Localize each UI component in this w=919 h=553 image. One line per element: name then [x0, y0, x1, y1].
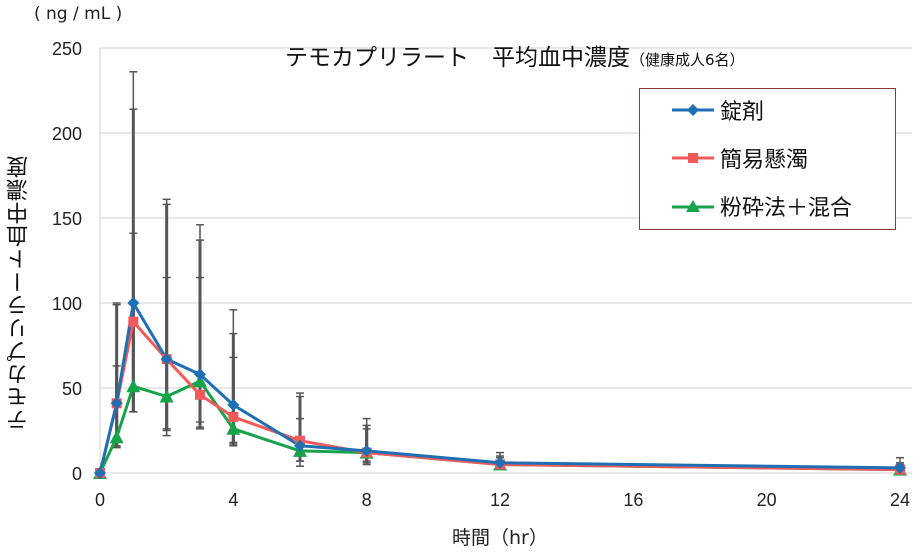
square-marker-icon [672, 153, 714, 163]
legend: 錠剤 簡易懸濁 粉砕法＋混合 [639, 88, 896, 230]
x-tick-label: 4 [228, 490, 238, 510]
diamond-marker-icon [672, 104, 714, 116]
diamond-marker-icon [227, 399, 240, 411]
diamond-marker-icon [127, 297, 140, 309]
legend-label: 錠剤 [720, 100, 765, 125]
x-tick-label: 24 [890, 490, 910, 510]
triangle-marker-icon [672, 200, 714, 212]
chart-title: テモカプリラート 平均血中濃度（健康成人6名） [285, 38, 745, 72]
diamond-marker-icon [360, 444, 373, 457]
legend-item-suspension: 簡易懸濁 [670, 141, 808, 175]
y-tick-label: 0 [72, 464, 82, 484]
y-unit-label: ( ng / mL ) [34, 4, 123, 24]
series-line [98, 301, 901, 474]
diamond-marker-icon [194, 368, 206, 381]
y-tick-label: 50 [62, 379, 82, 399]
legend-label: 粉砕法＋混合 [720, 196, 853, 221]
y-tick-label: 100 [52, 294, 82, 314]
diamond-marker-icon [110, 397, 123, 410]
legend-label: 簡易懸濁 [720, 148, 809, 173]
series-line [98, 320, 901, 474]
diamond-marker-icon [494, 456, 506, 469]
x-tick-label: 16 [623, 490, 643, 510]
y-axis-title: テモカプリラート血中濃度 [7, 155, 32, 431]
diamond-marker-icon [894, 461, 906, 474]
diamond-marker-icon [160, 353, 173, 366]
y-tick-label: 250 [52, 39, 82, 59]
square-marker-icon [228, 411, 239, 422]
square-marker-icon [195, 389, 205, 400]
x-tick-label: 8 [362, 490, 372, 510]
chart-title-main: テモカプリラート 平均血中濃度 [285, 45, 630, 71]
triangle-marker-icon [109, 430, 124, 444]
y-tick-label: 200 [52, 124, 82, 144]
x-tick-label: 0 [95, 490, 105, 510]
y-tick-label: 150 [52, 209, 82, 229]
legend-item-crush-mix: 粉砕法＋混合 [670, 189, 852, 223]
chart-subtitle: （健康成人6名） [630, 51, 745, 69]
x-tick-label: 12 [490, 490, 510, 510]
triangle-marker-icon [126, 379, 141, 393]
triangle-marker-icon [159, 389, 174, 403]
triangle-marker-icon [226, 421, 241, 435]
triangle-marker-icon [193, 374, 207, 388]
square-marker-icon [128, 316, 139, 327]
diamond-marker-icon [94, 467, 106, 479]
diamond-marker-icon [294, 439, 306, 452]
x-tick-label: 20 [757, 490, 777, 510]
legend-item-tablet: 錠剤 [670, 93, 764, 127]
x-axis-title: 時間（hr） [452, 527, 548, 549]
